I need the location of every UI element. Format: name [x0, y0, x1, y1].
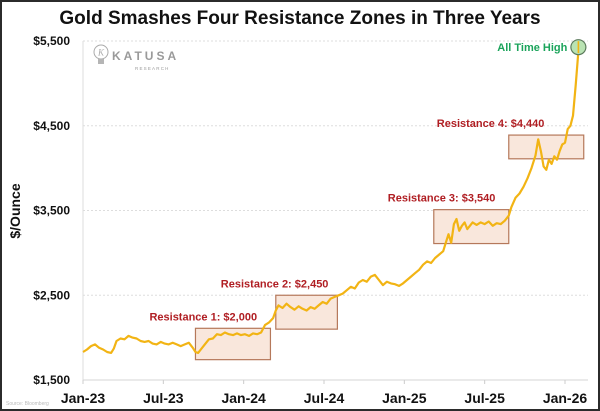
x-axis-ticks: Jan-23 Jul-23 Jan-24 Jul-24 Jan-25 Jul-25 Jan-… — [61, 380, 588, 406]
y-tick-label: $4,500 — [33, 119, 70, 133]
y-tick-label: $3,500 — [33, 204, 70, 218]
resistance-zones — [194, 134, 585, 361]
x-tick-label: Jan-25 — [382, 390, 427, 406]
y-axis-ticks: $1,500 $2,500 $3,500 $4,500 $5,500 — [33, 34, 70, 387]
chart-title: Gold Smashes Four Resistance Zones in Th… — [59, 8, 540, 29]
x-tick-label: Jul-25 — [464, 390, 505, 406]
resistance-1-label: Resistance 1: $2,000 — [149, 311, 257, 323]
resistance-3-zone — [433, 209, 510, 245]
logo-name: KATUSA — [112, 49, 179, 63]
y-axis-label: $/Ounce — [7, 183, 23, 238]
x-tick-label: Jan-24 — [221, 390, 266, 406]
gridlines — [82, 40, 588, 381]
gold-price-line — [82, 51, 580, 354]
x-tick-label: Jul-23 — [143, 390, 184, 406]
y-tick-label: $1,500 — [33, 373, 70, 387]
y-tick-label: $5,500 — [33, 34, 70, 48]
source-note: Source: Bloomberg — [6, 401, 49, 407]
resistance-3-label: Resistance 3: $3,540 — [388, 193, 496, 205]
lightbulb-icon: K — [93, 44, 109, 64]
svg-text:K: K — [97, 48, 105, 58]
x-tick-label: Jan-26 — [543, 390, 588, 406]
resistance-4-label: Resistance 4: $4,440 — [437, 118, 545, 130]
y-tick-label: $2,500 — [33, 288, 70, 302]
katusa-logo: K KATUSA RESEARCH — [93, 44, 179, 71]
x-tick-label: Jan-23 — [61, 390, 106, 406]
x-tick-label: Jul-24 — [304, 390, 345, 406]
all-time-high-label: All Time High — [497, 42, 567, 54]
logo-sub: RESEARCH — [135, 66, 170, 71]
resistance-2-label: Resistance 2: $2,450 — [221, 278, 329, 290]
resistance-4-zone — [508, 134, 585, 160]
annotation-labels: Resistance 1: $2,000 Resistance 2: $2,450… — [149, 39, 587, 323]
